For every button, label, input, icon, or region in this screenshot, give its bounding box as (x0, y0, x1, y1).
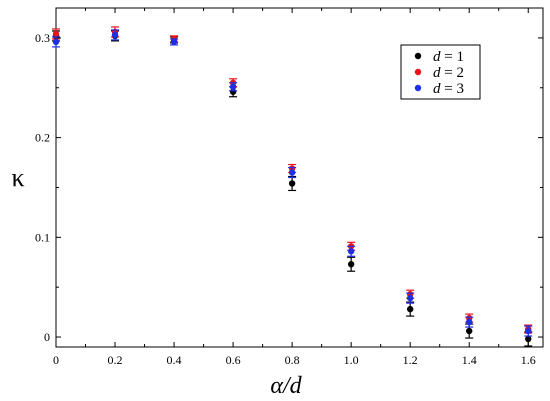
y-axis-label: κ (11, 163, 24, 192)
legend: d = 1d = 2d = 3 (400, 44, 481, 100)
y-tick-label: 0.1 (35, 230, 50, 244)
data-point (288, 180, 296, 187)
data-point (229, 88, 237, 95)
x-tick-label: 1.4 (462, 353, 477, 367)
y-tick-label: 0 (44, 330, 50, 344)
x-tick-label: 0.4 (167, 353, 182, 367)
legend-marker (414, 84, 422, 92)
x-axis-label: α/d (270, 373, 302, 399)
x-tick-label: 1.0 (344, 353, 359, 367)
data-point (466, 327, 473, 335)
x-tick-label: 0 (53, 353, 59, 367)
legend-label: d = 3 (433, 81, 464, 97)
data-point (111, 31, 119, 39)
x-tick-label: 0.6 (226, 353, 241, 367)
data-point (347, 248, 355, 255)
x-tick-label: 1.2 (403, 353, 418, 367)
data-point (229, 83, 237, 90)
data-point (288, 169, 296, 176)
data-point (466, 318, 473, 326)
plot-frame (55, 7, 544, 348)
data-point (52, 30, 60, 38)
x-tick-label: 0.8 (285, 353, 300, 367)
data-series (52, 26, 533, 347)
legend-label: d = 2 (433, 65, 464, 81)
data-point (52, 38, 60, 46)
data-point (406, 305, 414, 313)
y-tick-label: 0.3 (35, 31, 50, 45)
x-tick-label: 0.2 (108, 353, 123, 367)
data-point (525, 327, 532, 335)
x-axis: 0 0.2 0.4 0.6 0.8 1.0 1.2 1.4 1.6 (53, 8, 536, 367)
data-point (347, 261, 355, 268)
x-tick-label: 1.6 (521, 353, 536, 367)
series-3 (52, 29, 533, 337)
data-point (406, 294, 414, 302)
y-tick-label: 0.2 (35, 131, 50, 145)
data-point (170, 38, 178, 46)
legend-box (400, 44, 481, 100)
legend-marker (414, 68, 422, 76)
legend-marker (414, 52, 422, 60)
y-axis: 0 0.1 0.2 0.3 (35, 31, 543, 344)
data-point (525, 335, 532, 343)
legend-label: d = 1 (433, 49, 464, 65)
